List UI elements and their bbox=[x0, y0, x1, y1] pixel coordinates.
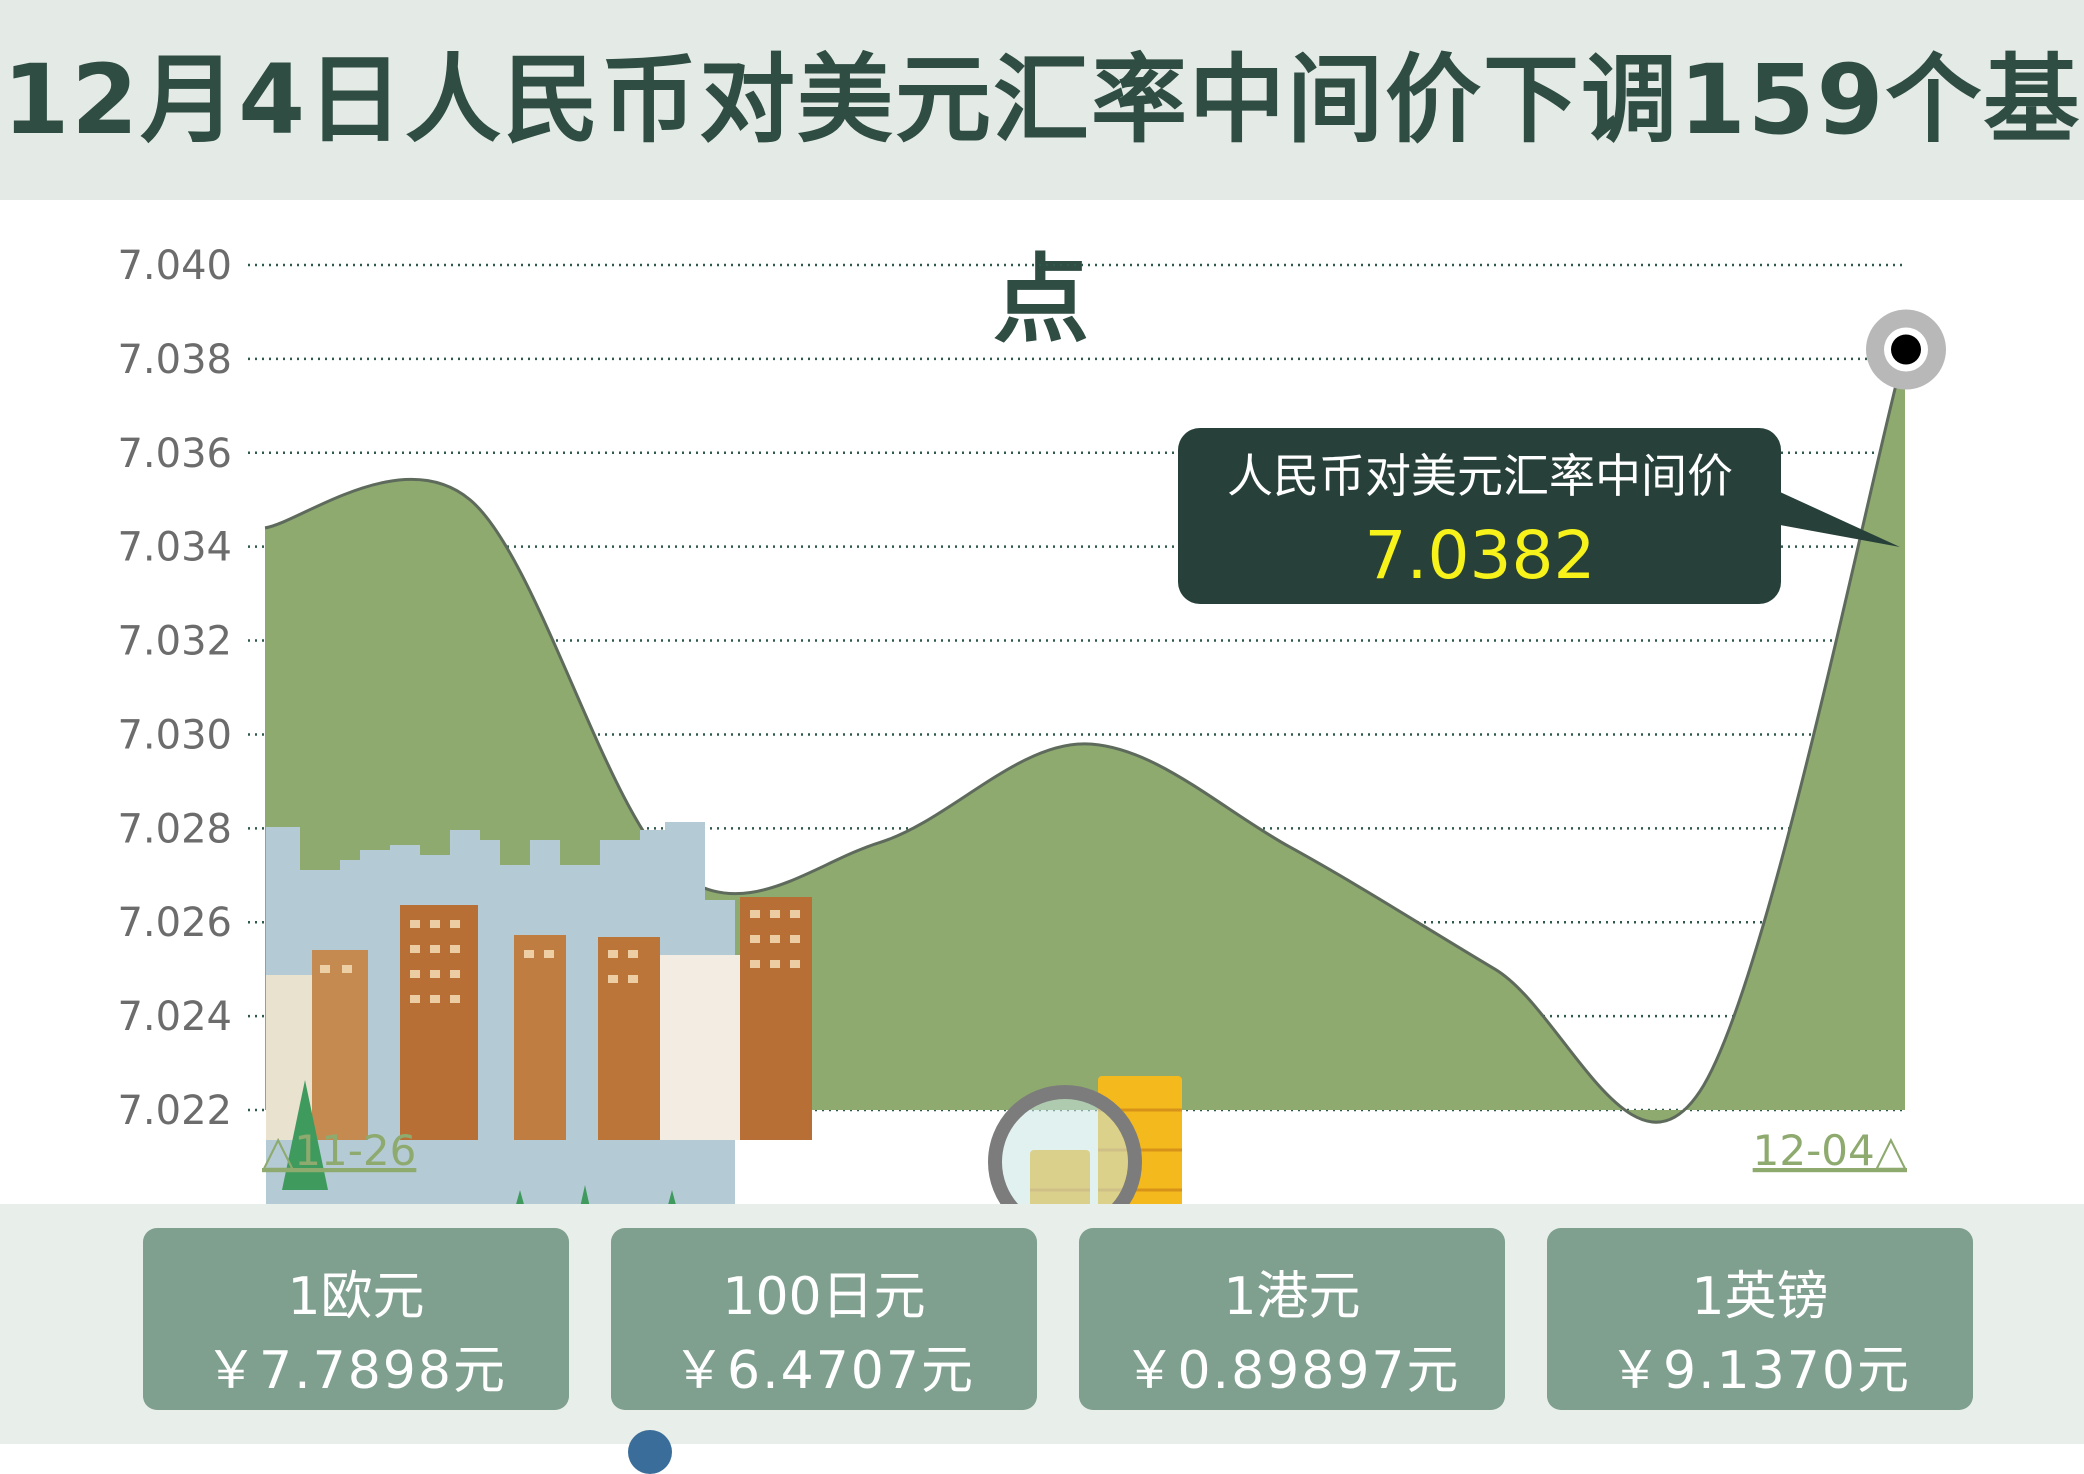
y-tick-label: 7.028 bbox=[117, 806, 232, 852]
rate-value: ￥0.89897元 bbox=[1079, 1328, 1505, 1403]
rate-label: 1港元 bbox=[1079, 1254, 1505, 1329]
rate-card-hkd: 1港元 ￥0.89897元 bbox=[1079, 1228, 1505, 1410]
page-title: 12月4日人民币对美元汇率中间价下调159个基点 bbox=[0, 0, 2084, 200]
rate-label: 100日元 bbox=[611, 1254, 1037, 1329]
y-tick-label: 7.024 bbox=[117, 994, 232, 1040]
callout-box: 人民币对美元汇率中间价 7.0382 bbox=[1178, 428, 1900, 604]
end-marker-dot bbox=[1891, 335, 1921, 365]
y-tick-label: 7.034 bbox=[117, 525, 232, 571]
chart: 7.040 7.038 7.036 7.034 7.032 7.030 7.028 7.026… bbox=[0, 200, 2084, 1204]
x-end-label: 12-04△ bbox=[1753, 1126, 1908, 1175]
y-tick-label: 7.022 bbox=[117, 1088, 232, 1134]
y-tick-label: 7.038 bbox=[117, 337, 232, 383]
y-tick-label: 7.032 bbox=[117, 619, 232, 665]
rate-card-gbp: 1英镑 ￥9.1370元 bbox=[1547, 1228, 1973, 1410]
rate-label: 1欧元 bbox=[143, 1254, 569, 1329]
y-tick-label: 7.036 bbox=[117, 431, 232, 477]
rate-card-jpy: 100日元 ￥6.4707元 bbox=[611, 1228, 1037, 1410]
rate-label: 1英镑 bbox=[1547, 1254, 1973, 1329]
x-start-label: △11-26 bbox=[262, 1126, 416, 1175]
rate-value: ￥7.7898元 bbox=[143, 1328, 569, 1403]
rate-value: ￥9.1370元 bbox=[1547, 1328, 1973, 1403]
y-tick-label: 7.026 bbox=[117, 900, 232, 946]
rate-card-eur: 1欧元 ￥7.7898元 bbox=[143, 1228, 569, 1410]
callout-value: 7.0382 bbox=[1365, 517, 1596, 594]
rate-value: ￥6.4707元 bbox=[611, 1328, 1037, 1403]
y-tick-label: 7.040 bbox=[117, 243, 232, 289]
logo-icon bbox=[628, 1430, 672, 1474]
end-marker bbox=[1866, 310, 1946, 390]
y-tick-label: 7.030 bbox=[117, 712, 232, 758]
callout-label: 人民币对美元汇率中间价 bbox=[1227, 449, 1733, 503]
